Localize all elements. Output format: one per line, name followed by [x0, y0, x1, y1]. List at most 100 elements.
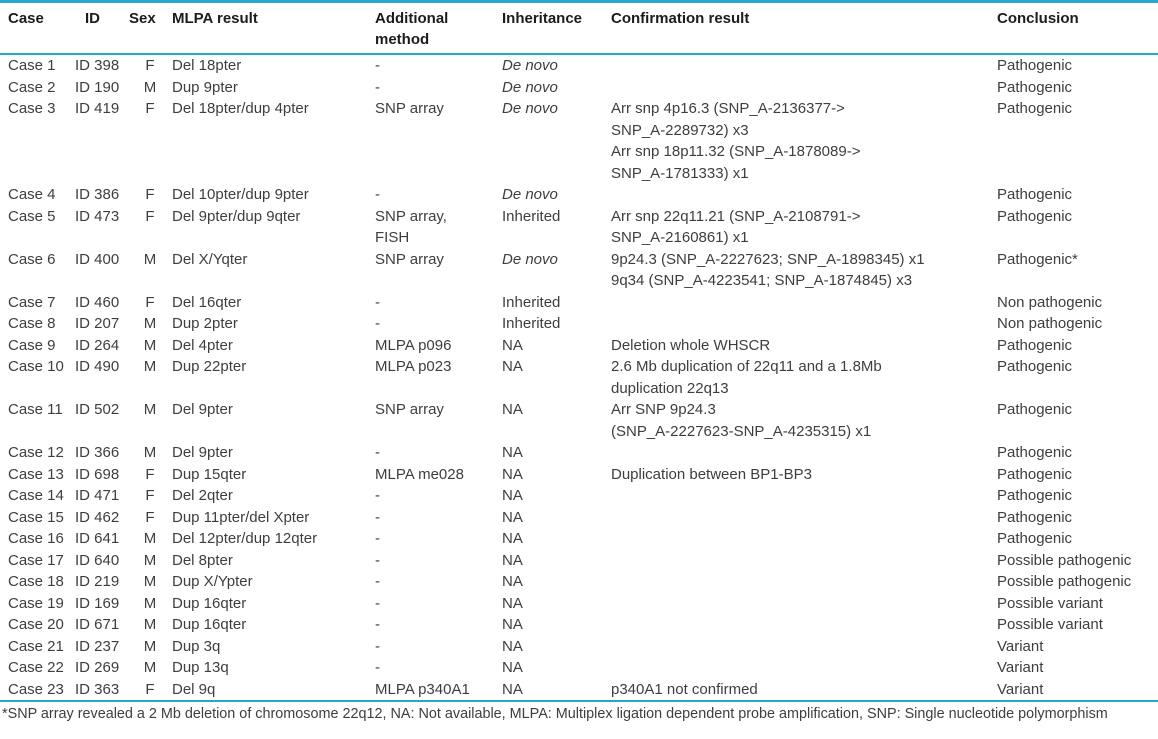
cell-inheritance: NA [502, 551, 523, 569]
cell-sex: M [143, 336, 157, 354]
table-row: Case 20 ID 671 M Dup 16qter - NA Possible vari… [0, 614, 1158, 636]
cell-conclusion: Pathogenic [997, 487, 1073, 504]
cell-case: Case 14 [8, 487, 64, 504]
cell-id: ID 641 [75, 530, 120, 547]
cell-mlpa: Del 2qter [172, 487, 233, 504]
cell-method: MLPA p340A1 [375, 680, 470, 698]
cell-method: - [375, 186, 380, 203]
cell-id: ID 207 [75, 315, 120, 332]
header-row: Case ID Sex MLPA result Additional method Inh… [0, 2, 1158, 54]
cell-mlpa: Del 18pter [172, 57, 242, 74]
cell-inheritance: NA [502, 680, 523, 698]
cell-mlpa: Del 4pter [172, 336, 233, 354]
table-row: Case 5 ID 473 F Del 9pter/dup 9qter SNP arra… [0, 206, 1158, 249]
cell-mlpa: Dup 11pter/del Xpter [172, 508, 310, 526]
cell-case: Case 9 [8, 336, 56, 354]
table-row: Case 22 ID 269 M Dup 13q - NA Variant [0, 657, 1158, 679]
cell-confirmation [611, 292, 997, 314]
cell-case: Case 22 [8, 659, 64, 676]
cell-inheritance: De novo [502, 78, 558, 96]
cell-inheritance: De novo [502, 57, 558, 74]
cell-confirmation [611, 657, 997, 679]
cell-conclusion: Possible variant [997, 616, 1103, 633]
cell-conclusion: Pathogenic [997, 508, 1073, 526]
cell-case: Case 6 [8, 250, 56, 268]
cell-conclusion: Possible pathogenic [997, 551, 1132, 569]
cell-method: MLPA p023 [375, 358, 452, 375]
cell-mlpa: Dup X/Ypter [172, 573, 253, 590]
cell-method: SNP array [375, 250, 444, 268]
table-row: Case 6 ID 400 M Del X/Yqter SNP array De novo… [0, 249, 1158, 292]
cell-inheritance: Inherited [502, 207, 561, 225]
cell-case: Case 15 [8, 508, 64, 526]
cell-id: ID 264 [75, 336, 120, 354]
cell-sex: F [145, 293, 155, 311]
table-row: Case 19 ID 169 M Dup 16qter - NA Possible vari… [0, 593, 1158, 615]
table-row: Case 18 ID 219 M Dup X/Ypter - NA Possible pat… [0, 571, 1158, 593]
table-row: Case 1 ID 398 F Del 18pter - De novo Pathogeni… [0, 54, 1158, 77]
cell-case: Case 20 [8, 616, 64, 633]
column-header-confirmation: Confirmation result [611, 10, 750, 27]
cell-case: Case 4 [8, 186, 56, 203]
column-header-id: ID [85, 10, 100, 27]
cell-conclusion: Variant [997, 637, 1044, 655]
cell-method: MLPA me028 [375, 465, 464, 483]
cell-case: Case 5 [8, 207, 56, 225]
cell-mlpa: Del 9pter [172, 401, 233, 418]
cell-conclusion: Non pathogenic [997, 293, 1103, 311]
cell-id: ID 269 [75, 659, 120, 676]
cell-mlpa: Del X/Yqter [172, 250, 248, 268]
cell-id: ID 502 [75, 401, 120, 418]
cell-id: ID 363 [75, 680, 120, 698]
cell-conclusion: Pathogenic [997, 186, 1073, 203]
cell-sex: F [145, 508, 155, 526]
cell-confirmation: p340A1 not confirmed [611, 680, 758, 698]
cell-method: MLPA p096 [375, 336, 452, 354]
cell-id: ID 237 [75, 637, 120, 655]
cell-conclusion: Variant [997, 680, 1044, 698]
cell-id: ID 169 [75, 594, 120, 612]
cell-id: ID 460 [75, 293, 120, 311]
cell-inheritance: De novo [502, 186, 558, 203]
cell-mlpa: Dup 2pter [172, 315, 238, 332]
table-header: Case ID Sex MLPA result Additional method Inh… [0, 2, 1158, 54]
cell-method: - [375, 78, 380, 96]
cell-case: Case 3 [8, 100, 56, 117]
cell-mlpa: Dup 13q [172, 659, 229, 676]
cell-inheritance: NA [502, 616, 523, 633]
cell-method: - [375, 487, 380, 504]
cell-confirmation: Arr snp 22q11.21 (SNP_A-2108791-> SNP_A-… [611, 207, 861, 247]
cell-sex: M [143, 573, 157, 590]
cell-sex: M [143, 78, 157, 96]
column-header-conclusion: Conclusion [997, 10, 1079, 27]
cell-sex: M [143, 358, 157, 375]
cell-inheritance: NA [502, 594, 523, 612]
column-header-case: Case [8, 10, 44, 27]
cell-sex: M [143, 401, 157, 418]
cell-inheritance: NA [502, 530, 523, 547]
cell-conclusion: Pathogenic [997, 358, 1073, 375]
cell-sex: M [143, 594, 157, 612]
cell-case: Case 8 [8, 315, 56, 332]
cell-confirmation [611, 614, 997, 636]
cell-inheritance: NA [502, 401, 523, 418]
cell-sex: M [143, 250, 157, 268]
cell-mlpa: Del 9pter [172, 444, 233, 461]
cell-mlpa: Dup 16qter [172, 594, 247, 612]
cell-mlpa: Dup 16qter [172, 616, 247, 633]
cell-id: ID 473 [75, 207, 120, 225]
cell-sex: M [143, 444, 157, 461]
cell-inheritance: NA [502, 358, 523, 375]
mlpa-results-table: Case ID Sex MLPA result Additional method Inh… [0, 0, 1158, 702]
cell-inheritance: De novo [502, 250, 558, 268]
cell-conclusion: Pathogenic [997, 401, 1073, 418]
cell-id: ID 366 [75, 444, 120, 461]
cell-method: - [375, 637, 380, 655]
cell-confirmation [611, 550, 997, 572]
cell-sex: M [143, 551, 157, 569]
cell-confirmation: 9p24.3 (SNP_A-2227623; SNP_A-1898345) x1… [611, 250, 925, 290]
cell-confirmation [611, 507, 997, 529]
table-row: Case 10 ID 490 M Dup 22pter MLPA p023 NA 2.6 M… [0, 356, 1158, 399]
cell-confirmation [611, 184, 997, 206]
cell-case: Case 23 [8, 680, 64, 698]
